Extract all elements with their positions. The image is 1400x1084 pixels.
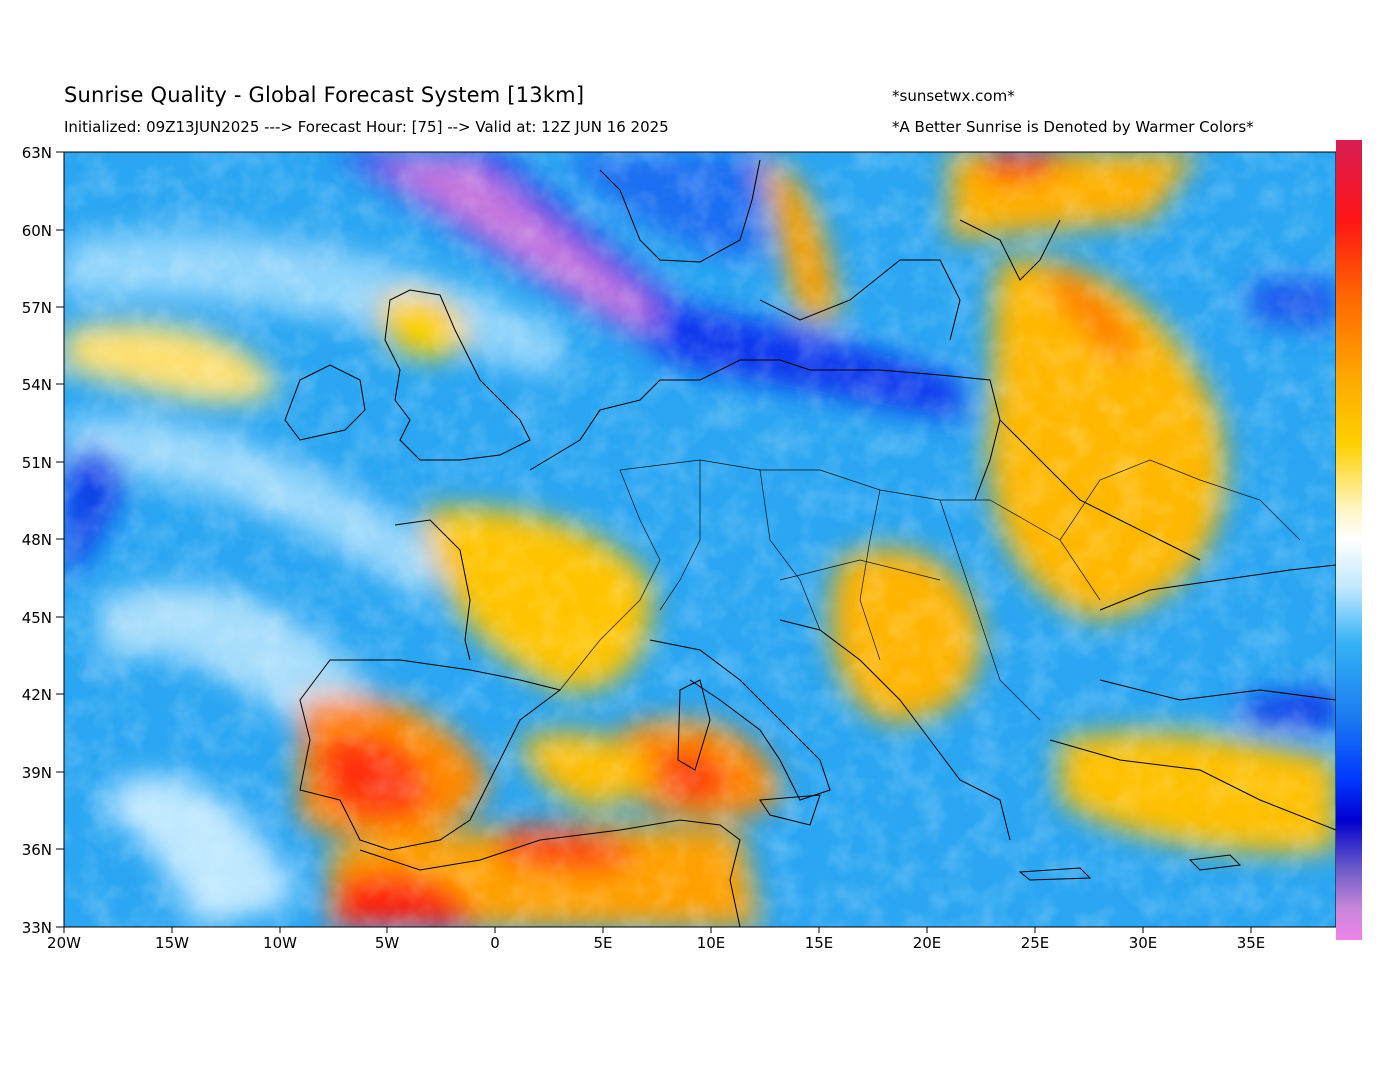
lat-label-63N: 63N xyxy=(22,144,52,162)
lat-label-54N: 54N xyxy=(22,376,52,394)
lat-label-36N: 36N xyxy=(22,841,52,859)
lat-label-48N: 48N xyxy=(22,531,52,549)
lon-label-25E: 25E xyxy=(1021,934,1050,952)
latitude-axis: 63N 60N 57N 54N 51N 48N 45N 42N 39N 36N … xyxy=(22,144,52,937)
site-credit: *sunsetwx.com* xyxy=(892,87,1015,105)
longitude-ticks xyxy=(63,927,1252,933)
lon-label-30E: 30E xyxy=(1129,934,1158,952)
page-title: Sunrise Quality - Global Forecast System… xyxy=(64,83,585,107)
coastlines xyxy=(284,159,1336,927)
lon-label-10W: 10W xyxy=(263,934,297,952)
lon-label-5W: 5W xyxy=(375,934,400,952)
lon-label-0: 0 xyxy=(490,934,500,952)
country-borders xyxy=(559,459,1301,721)
forecast-subtitle: Initialized: 09Z13JUN2025 ---> Forecast … xyxy=(64,118,669,136)
sunrise-quality-field xyxy=(64,152,1336,927)
lat-label-39N: 39N xyxy=(22,764,52,782)
lon-label-5E: 5E xyxy=(593,934,612,952)
lon-label-35E: 35E xyxy=(1237,934,1266,952)
lat-label-57N: 57N xyxy=(22,299,52,317)
lon-label-15W: 15W xyxy=(155,934,189,952)
lat-label-60N: 60N xyxy=(22,222,52,240)
lon-label-20E: 20E xyxy=(913,934,942,952)
lat-label-51N: 51N xyxy=(22,454,52,472)
latitude-ticks xyxy=(56,151,64,928)
lat-label-45N: 45N xyxy=(22,609,52,627)
lat-label-33N: 33N xyxy=(22,919,52,937)
color-note: *A Better Sunrise is Denoted by Warmer C… xyxy=(892,118,1254,136)
longitude-axis: 20W 15W 10W 5W 0 5E 10E 15E 20E 25E 30E … xyxy=(47,934,1265,952)
lon-label-15E: 15E xyxy=(805,934,834,952)
lon-label-20W: 20W xyxy=(47,934,81,952)
lon-label-10E: 10E xyxy=(697,934,726,952)
color-scale-bar xyxy=(1336,140,1362,940)
lat-label-42N: 42N xyxy=(22,686,52,704)
